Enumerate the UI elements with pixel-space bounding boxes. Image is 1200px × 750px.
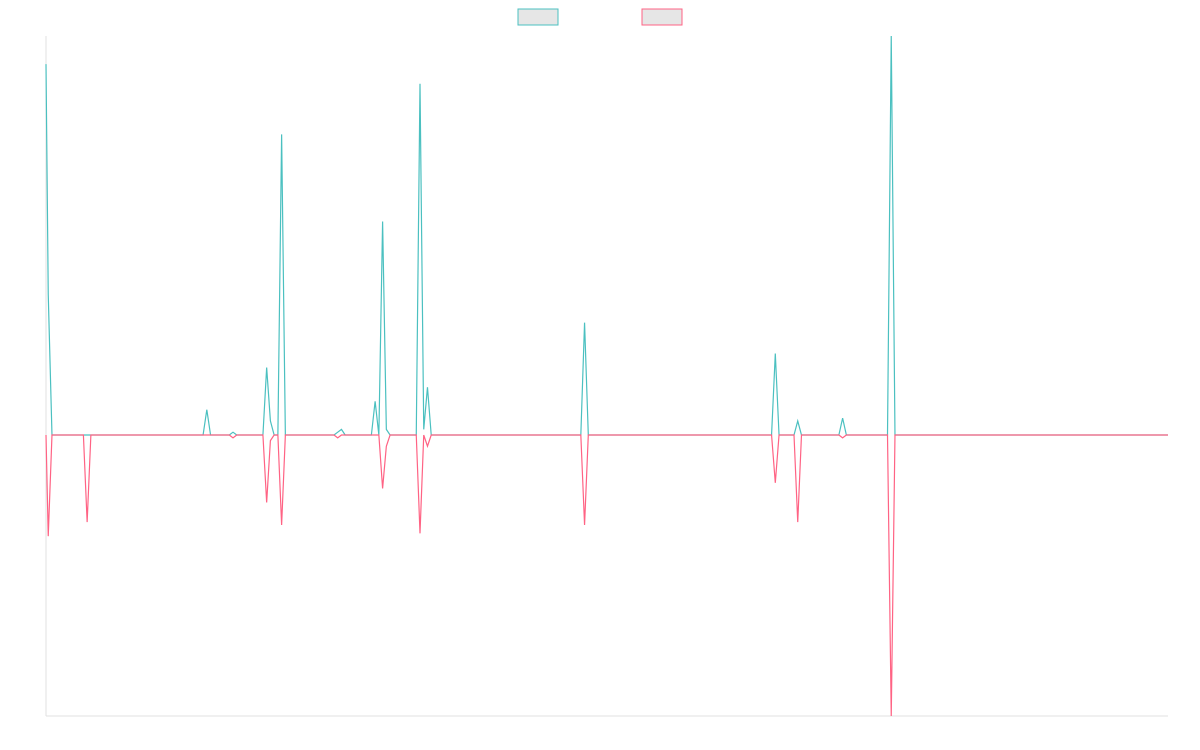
legend-swatch[interactable] [641,8,683,26]
series-line [45,434,1168,717]
legend-swatch[interactable] [517,8,559,26]
series-line [45,35,1168,436]
